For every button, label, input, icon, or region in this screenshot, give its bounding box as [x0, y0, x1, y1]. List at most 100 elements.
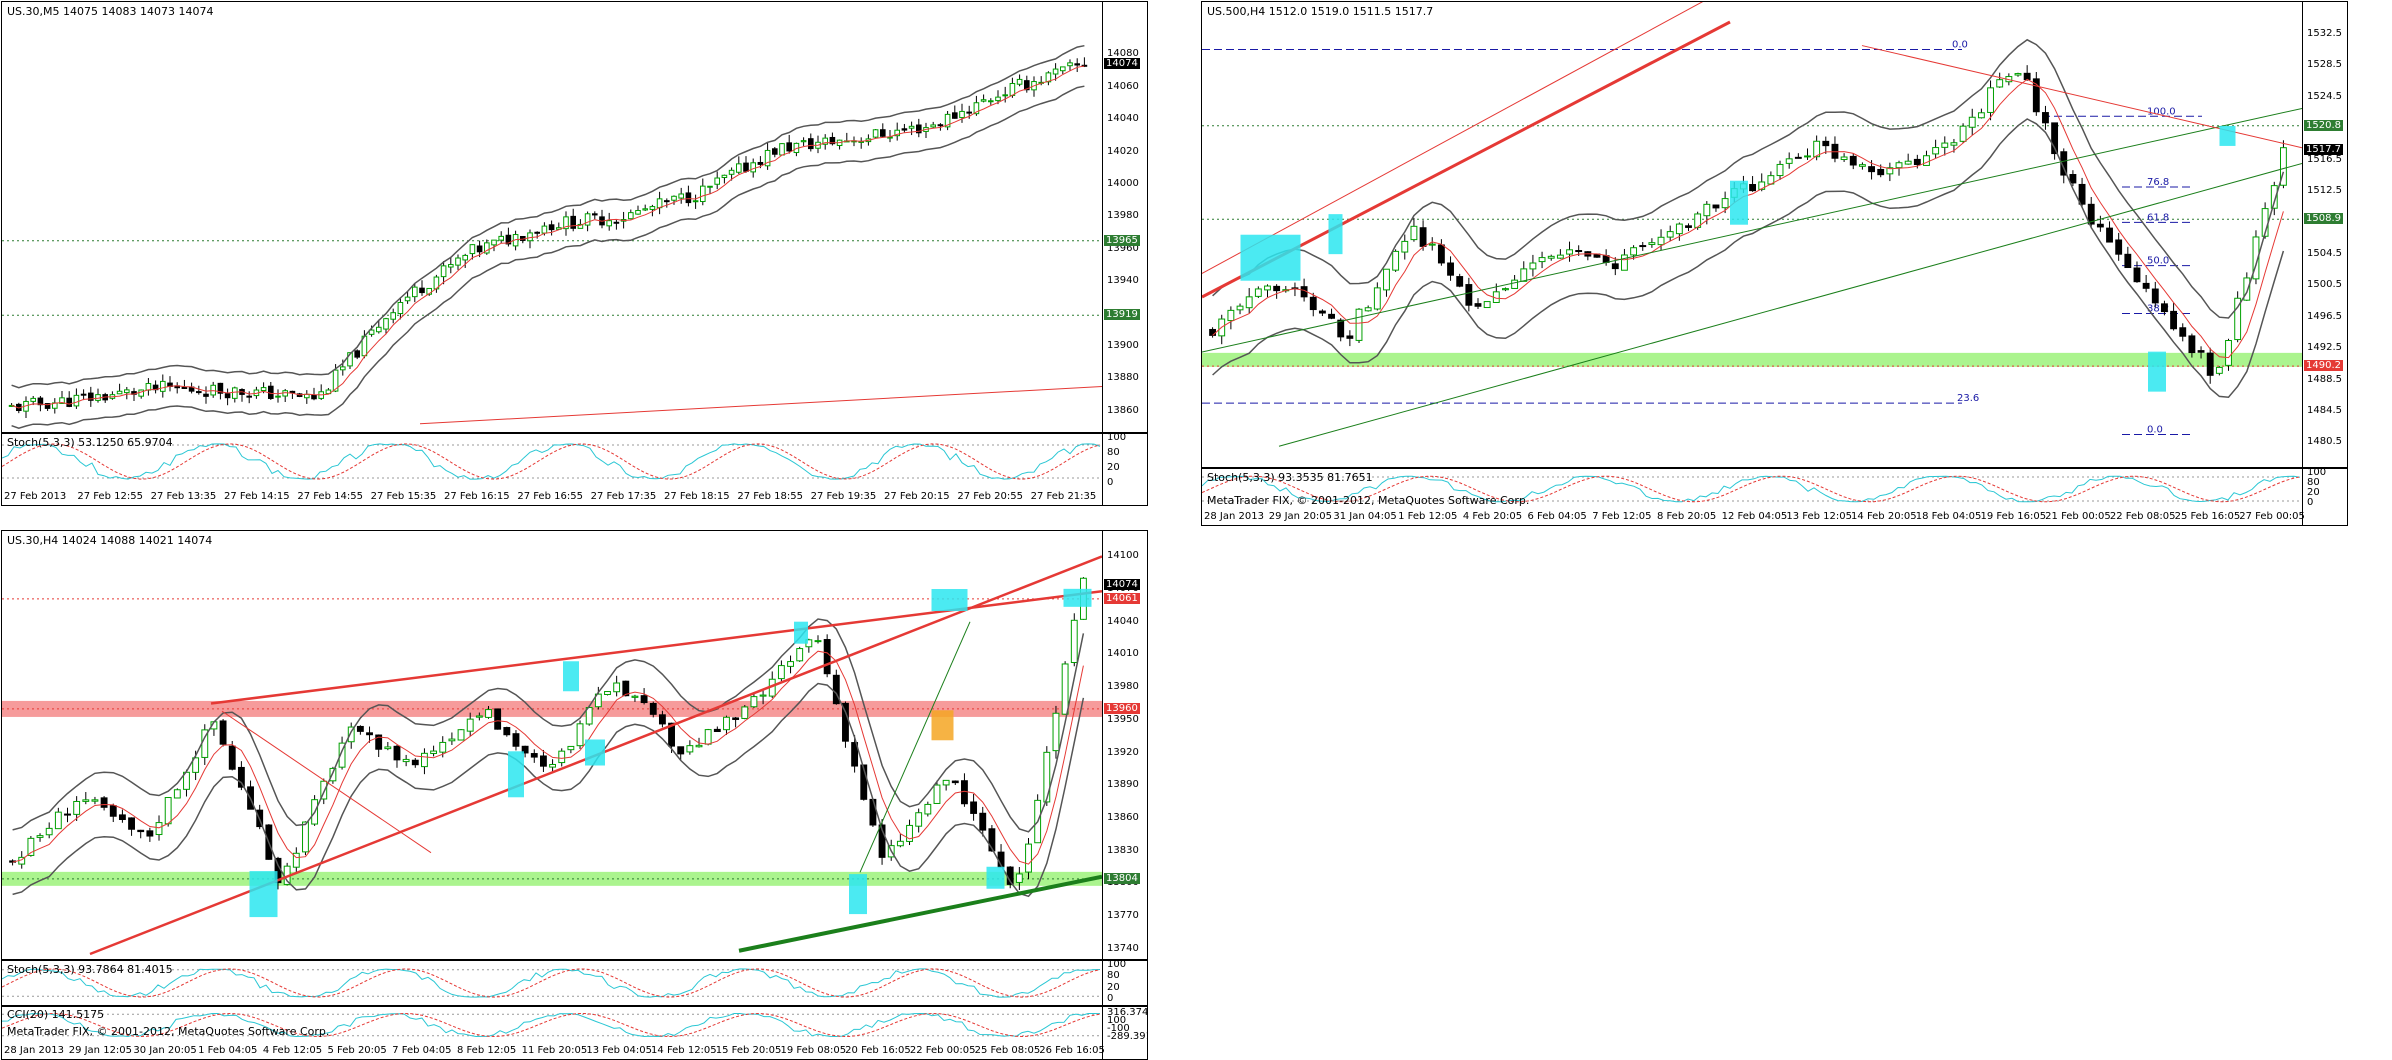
bear-candle — [640, 695, 648, 704]
bull-candle — [439, 741, 447, 753]
bear-candle — [771, 148, 778, 155]
price-tag: 14061 — [1104, 592, 1140, 604]
bull-candle — [1904, 160, 1912, 165]
bull-candle — [692, 200, 699, 203]
bear-candle — [1447, 262, 1454, 276]
bear-candle — [109, 805, 117, 817]
time-tick: 27 Feb 12:55 — [77, 491, 143, 502]
fib-label: 61.8 — [2147, 212, 2169, 223]
bull-candle — [2270, 185, 2278, 209]
cci-tick: 100 — [1107, 1015, 1127, 1026]
price-tick: 13880 — [1107, 372, 1139, 384]
bull-candle — [541, 225, 548, 234]
bear-candle — [829, 136, 836, 145]
bear-candle — [246, 395, 253, 398]
time-tick: 11 Feb 20:05 — [521, 1045, 588, 1056]
bull-candle — [686, 745, 694, 753]
bull-candle — [906, 824, 913, 842]
bull-candle — [942, 779, 950, 786]
highlight-box — [1240, 234, 1301, 281]
chart-panel-us500-h4[interactable]: 0.0 100.0 76.8 61.8 50.0 38.2 23.6 0.0 US.500,H… — [1201, 1, 2348, 526]
subwindow-separator — [1202, 467, 2347, 469]
chart-panel-us30-h4[interactable]: US.30,H4 14024 14088 14021 14074 Stoch(5… — [1, 530, 1148, 1060]
highlight-box — [931, 710, 954, 741]
bull-candle — [1858, 164, 1866, 167]
price-tick: 1484.5 — [2307, 404, 2342, 416]
bull-candle — [1392, 250, 1400, 271]
bear-candle — [494, 708, 502, 730]
bull-candle — [155, 822, 163, 836]
bull-candle — [1002, 94, 1009, 97]
bull-candle — [924, 803, 932, 815]
bull-candle — [1052, 712, 1060, 752]
time-tick: 20 Feb 16:05 — [845, 1045, 911, 1056]
time-tick: 25 Feb 08:05 — [974, 1045, 1041, 1056]
price-tick: 13770 — [1107, 909, 1139, 921]
trend-line — [419, 386, 1102, 425]
bear-candle — [1913, 158, 1921, 166]
bear-candle — [224, 393, 231, 399]
bollinger-upper — [11, 44, 1085, 389]
osc-tick: 0 — [1107, 993, 1114, 1004]
bear-candle — [521, 745, 529, 754]
highlight-box — [794, 621, 808, 644]
price-axis: 1532.51528.51524.51520.51516.51512.51508… — [2302, 2, 2347, 525]
time-tick: 29 Jan 12:05 — [68, 1045, 133, 1056]
bear-candle — [530, 753, 538, 758]
bull-candle — [1009, 83, 1016, 96]
chart-panel-us30-m5[interactable]: US.30,M5 14075 14083 14073 14074 Stoch(5… — [1, 1, 1148, 506]
bear-candle — [970, 801, 978, 814]
price-tick: 13920 — [1107, 746, 1139, 758]
osc-tick: 20 — [1107, 981, 1120, 993]
bull-candle — [796, 648, 804, 662]
osc-tick: 100 — [1107, 959, 1127, 970]
bollinger-upper — [12, 618, 1085, 833]
time-tick: 21 Feb 00:05 — [2045, 511, 2111, 522]
time-tick: 19 Feb 08:05 — [780, 1045, 847, 1056]
bear-candle — [732, 717, 740, 720]
bull-candle — [1264, 285, 1271, 291]
price-tick: 1524.5 — [2307, 90, 2342, 102]
time-tick: 26 Feb 16:05 — [1039, 1045, 1105, 1056]
bollinger-upper — [1212, 38, 2285, 319]
bull-candle — [2279, 147, 2287, 186]
time-tick: 30 Jan 20:05 — [133, 1045, 197, 1056]
price-tick: 13980 — [1107, 210, 1139, 222]
time-tick: 13 Feb 12:05 — [1786, 511, 1852, 522]
bear-candle — [1209, 328, 1217, 336]
bull-candle — [303, 393, 310, 399]
price-tick: 1528.5 — [2307, 59, 2342, 71]
price-tag: 13960 — [1104, 702, 1140, 714]
bear-candle — [1712, 204, 1720, 209]
fib-label: 0.0 — [2147, 425, 2163, 436]
bear-candle — [2032, 78, 2040, 113]
bear-candle — [2133, 267, 2141, 283]
bull-candle — [27, 837, 35, 856]
bear-candle — [961, 780, 968, 805]
bull-candle — [1556, 254, 1564, 259]
subwindow-separator — [2, 432, 1147, 434]
bull-candle — [627, 212, 634, 220]
bear-candle — [128, 817, 135, 830]
bull-candle — [995, 96, 1001, 102]
price-tick: 13860 — [1107, 404, 1139, 416]
bull-candle — [787, 661, 794, 667]
price-tick: 13980 — [1107, 681, 1139, 693]
bull-candle — [1566, 249, 1573, 255]
bear-candle — [2069, 174, 2077, 184]
bull-candle — [36, 835, 44, 838]
bear-candle — [419, 287, 425, 294]
bull-candle — [707, 185, 713, 188]
bull-candle — [1813, 140, 1821, 158]
bear-candle — [534, 231, 541, 234]
price-tick: 13940 — [1107, 275, 1139, 287]
bull-candle — [1511, 279, 1519, 289]
stochastic-signal — [1202, 475, 2301, 503]
bear-candle — [356, 725, 364, 732]
bull-candle — [2225, 340, 2232, 366]
bull-candle — [527, 232, 533, 242]
bull-candle — [750, 696, 758, 708]
price-tick: 14020 — [1107, 145, 1139, 157]
bull-candle — [777, 665, 785, 680]
bear-candle — [743, 162, 749, 172]
